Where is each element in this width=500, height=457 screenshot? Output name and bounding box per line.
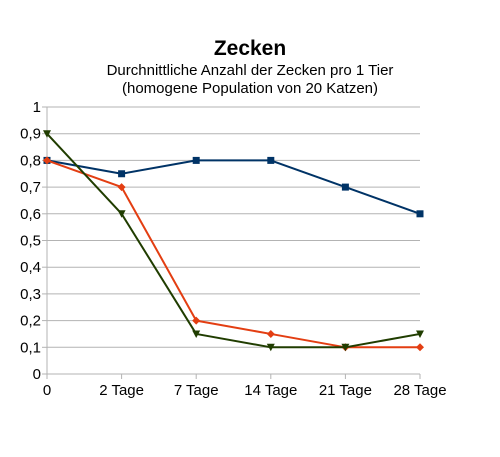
- x-tick-labels: 0 2 Tage 7 Tage 14 Tage 21 Tage 28 Tage: [43, 382, 447, 399]
- data-point: [416, 343, 424, 352]
- data-point: [266, 329, 275, 338]
- data-point: [416, 210, 424, 218]
- data-point: [192, 316, 201, 325]
- data-point: [341, 343, 350, 352]
- x-tick-label: 14 Tage: [244, 382, 297, 399]
- chart-title: Zecken: [213, 37, 287, 60]
- data-point: [192, 330, 201, 338]
- y-tick-label: 0,8: [20, 152, 41, 169]
- y-tick-label: 0,2: [20, 313, 41, 330]
- y-tick-label: 0,6: [20, 206, 41, 223]
- data-point: [192, 156, 200, 164]
- x-tick-label: 0: [43, 382, 51, 399]
- axes: [42, 106, 421, 379]
- grid-lines: [47, 106, 420, 348]
- y-tick-label: 1: [33, 99, 41, 116]
- series-line: [46, 159, 421, 215]
- series-line: [46, 159, 420, 349]
- series-3: [43, 130, 424, 352]
- y-tick-labels: 0 0,1 0,2 0,3 0,4 0,5 0,6 0,7 0,8 0,9 1: [20, 99, 41, 383]
- series-2: [43, 156, 424, 352]
- data-point: [267, 156, 275, 164]
- y-tick-label: 0,5: [20, 233, 41, 250]
- chart-subtitle-line-2: (homogene Population von 20 Katzen): [121, 80, 378, 97]
- y-tick-label: 0,7: [20, 179, 41, 196]
- y-tick-label: 0,4: [20, 259, 41, 276]
- y-tick-label: 0,3: [20, 286, 41, 303]
- x-tick-label: 2 Tage: [99, 382, 144, 399]
- data-point: [43, 156, 51, 165]
- chart-subtitle: Durchnittliche Anzahl der Zecken pro 1 T…: [0, 62, 500, 98]
- y-tick-label: 0,1: [20, 339, 41, 356]
- data-point: [341, 183, 349, 191]
- data-point: [266, 343, 275, 352]
- x-tick-label: 28 Tage: [393, 382, 446, 399]
- y-tick-label: 0: [33, 366, 41, 383]
- data-point: [117, 210, 126, 218]
- x-tick-label: 7 Tage: [174, 382, 219, 399]
- y-tick-label: 0,9: [20, 126, 41, 143]
- data-point: [118, 170, 126, 178]
- x-tick-label: 21 Tage: [319, 382, 372, 399]
- data-point: [416, 330, 424, 338]
- series-line: [46, 133, 421, 349]
- data-point: [117, 183, 126, 192]
- data-point: [43, 130, 51, 138]
- series-group: [43, 130, 424, 352]
- chart-subtitle-line-1: Durchnittliche Anzahl der Zecken pro 1 T…: [106, 62, 394, 79]
